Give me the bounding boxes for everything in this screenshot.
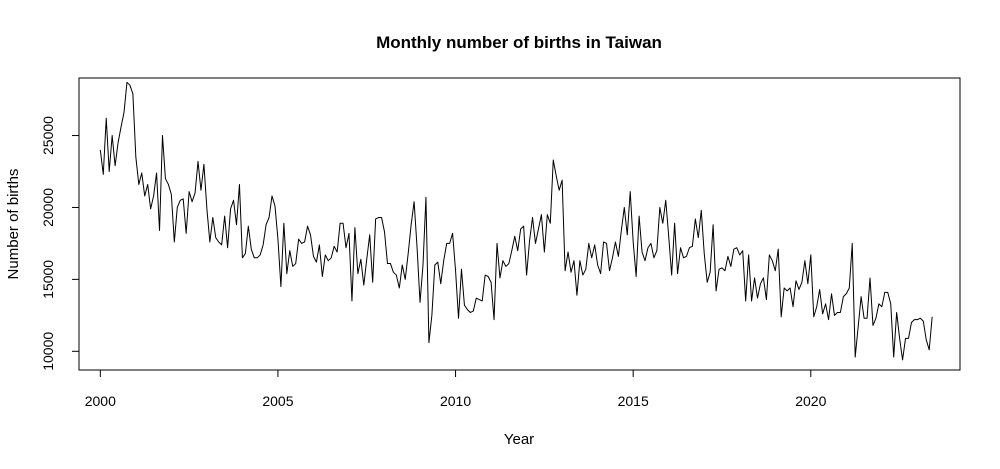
x-axis-label: Year: [504, 431, 534, 448]
series-line-births: [99, 81, 933, 361]
y-axis: 10000 15000 20000 25000: [40, 116, 80, 371]
y-tick-label: 25000: [40, 116, 56, 155]
x-axis: 2000 2005 2010 2015 2020: [85, 369, 827, 409]
y-tick-label: 15000: [40, 260, 56, 299]
x-tick-label: 2015: [618, 393, 649, 409]
plot-area-frame: [78, 77, 961, 371]
x-tick-label: 2010: [440, 393, 471, 409]
y-tick-label: 20000: [40, 188, 56, 227]
chart-title: Monthly number of births in Taiwan: [376, 33, 662, 52]
x-tick-label: 2000: [85, 393, 116, 409]
y-tick-label: 10000: [40, 332, 56, 371]
y-axis-label: Number of births: [5, 169, 22, 280]
x-tick-label: 2005: [262, 393, 293, 409]
x-tick-label: 2020: [795, 393, 826, 409]
